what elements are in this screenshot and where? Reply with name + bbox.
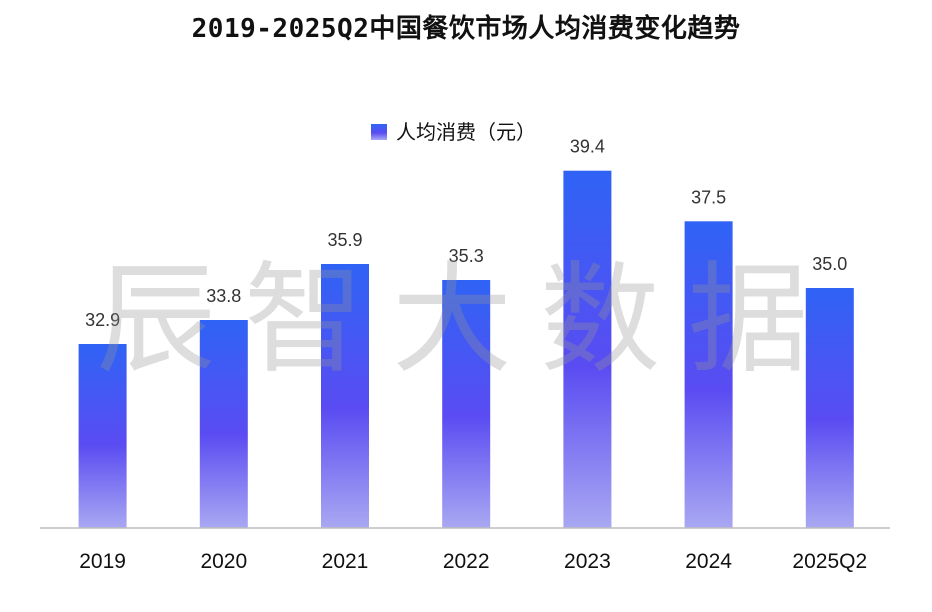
chart-title: 2019-2025Q2中国餐饮市场人均消费变化趋势 (191, 14, 741, 44)
bar-value-label: 32.9 (85, 310, 120, 330)
bar-2024 (684, 221, 733, 529)
bar-value-label: 35.9 (327, 230, 362, 250)
x-tick-label: 2020 (200, 550, 247, 573)
bars-group (78, 170, 854, 529)
bar-2019 (78, 344, 127, 528)
bar-2023 (563, 170, 612, 528)
x-tick-labels-group: 2019 2020 2021 2022 2023 2024 2025Q2 (79, 550, 867, 573)
bar-value-label: 33.8 (206, 286, 241, 306)
bar-2025Q2 (805, 288, 854, 528)
x-tick-label: 2019 (79, 550, 126, 573)
x-tick-label: 2022 (443, 550, 490, 573)
legend: 人均消费（元） (371, 120, 536, 144)
bar-value-label: 35.0 (812, 254, 847, 274)
bar-2020 (199, 320, 248, 528)
bar-2022 (442, 280, 491, 528)
bar-value-label: 39.4 (570, 137, 605, 157)
x-tick-label: 2021 (322, 550, 369, 573)
bar-2021 (321, 264, 369, 528)
x-tick-label: 2025Q2 (792, 550, 867, 573)
legend-swatch (371, 124, 387, 140)
x-tick-label: 2024 (685, 550, 732, 573)
bar-labels-group: 32.9 33.8 35.9 35.3 39.4 37.5 35.0 (85, 137, 847, 330)
bar-value-label: 37.5 (691, 187, 726, 207)
x-tick-label: 2023 (564, 550, 611, 573)
legend-label: 人均消费（元） (396, 120, 536, 144)
bar-value-label: 35.3 (449, 246, 484, 266)
